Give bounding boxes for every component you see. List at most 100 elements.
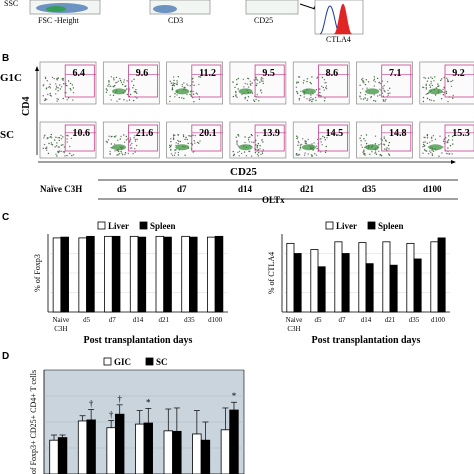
flow-plot-dot xyxy=(451,135,454,138)
flow-plot-dot xyxy=(302,82,305,84)
flow-plot-dot xyxy=(117,139,119,141)
flow-plot-dot xyxy=(126,88,128,90)
panel-b-col-label: d21 xyxy=(300,184,315,194)
flow-plot-dot xyxy=(256,83,258,85)
flow-plot-dot xyxy=(66,134,68,137)
flow-plot-dot xyxy=(46,149,48,151)
flow-plot-dot xyxy=(373,94,375,96)
flow-plot-dot xyxy=(295,86,298,88)
flow-plot-dot xyxy=(423,148,426,151)
flow-plot-dense-region xyxy=(301,144,316,151)
flow-plot-dot xyxy=(134,151,136,153)
flow-plot-frame xyxy=(292,61,350,105)
flow-plot-dot xyxy=(129,138,132,141)
flow-gate xyxy=(317,64,348,98)
flow-plot-dot xyxy=(113,77,115,79)
flow-plot-dot xyxy=(246,83,249,85)
flow-plot-dot xyxy=(430,151,432,154)
flow-plot-dot xyxy=(60,138,63,140)
flow-plot-dot xyxy=(71,84,74,86)
flow-plot-dot xyxy=(251,82,253,84)
flow-plot-dot xyxy=(55,145,58,147)
flow-plot-dot xyxy=(260,90,262,92)
flow-plot-dot xyxy=(432,150,435,152)
flow-plot-dot xyxy=(311,98,313,101)
flow-plot-dot xyxy=(429,150,431,152)
flow-plot-dot xyxy=(364,83,367,86)
flow-plot-dot xyxy=(387,94,389,97)
flow-plot-dot xyxy=(309,81,311,84)
flow-plot-dot xyxy=(374,100,377,102)
flow-plot-dot xyxy=(442,88,444,91)
panel-a-ctla4-label: CTLA4 xyxy=(326,35,351,44)
flow-plot-dot xyxy=(362,80,365,83)
flow-plot-dot xyxy=(105,140,108,143)
flow-plot-dot xyxy=(133,84,135,87)
bar-liver-0 xyxy=(286,242,295,313)
flow-plot-dot xyxy=(46,80,48,82)
flow-plot-dot xyxy=(426,134,429,136)
flow-plot-dot xyxy=(425,150,428,152)
flow-plot-dot xyxy=(66,141,68,143)
flow-plot-dot xyxy=(256,147,258,149)
flow-plot-dense-region xyxy=(428,88,443,95)
flow-plot-dot xyxy=(253,100,256,103)
flow-plot-dot xyxy=(116,154,118,156)
flow-plot-dot xyxy=(422,86,424,89)
panel-a-hist-red xyxy=(333,3,353,35)
flow-plot-dot xyxy=(126,93,128,96)
panel-b-col-label: d100 xyxy=(423,184,442,194)
flow-plot-dot xyxy=(50,133,52,136)
flow-plot-dot xyxy=(249,83,252,85)
flow-plot-dense-region xyxy=(365,144,380,151)
flow-plot-dot xyxy=(60,86,63,88)
flow-plot-dot xyxy=(426,80,429,82)
flow-plot-dot xyxy=(445,92,448,95)
x-tick-label: d14 xyxy=(361,316,372,324)
flow-plot-dot xyxy=(42,147,44,149)
bar-liver-4 xyxy=(155,235,165,313)
flow-plot-dot xyxy=(306,80,308,83)
flow-plot-dot xyxy=(424,141,426,143)
flow-plot-dot xyxy=(57,98,60,101)
flow-plot-dot xyxy=(57,151,60,154)
x-tick-label: Naive xyxy=(286,316,303,324)
flow-plot-dot xyxy=(67,80,70,82)
flow-plot-dot xyxy=(176,80,178,82)
flow-gate xyxy=(64,124,95,152)
flow-plot-dot xyxy=(44,77,47,80)
flow-plot-dot xyxy=(324,139,327,141)
flow-plot-dot xyxy=(324,151,327,154)
flow-plot-dot xyxy=(178,140,180,143)
bar-spleen-5 xyxy=(413,258,422,313)
flow-plot-dot xyxy=(232,81,234,84)
panel-b-letter: B xyxy=(2,53,9,64)
flow-plot-dot xyxy=(106,89,108,91)
flow-plot-dot xyxy=(310,154,313,156)
flow-plot-dot xyxy=(311,143,313,145)
flow-plot-dot xyxy=(374,135,377,137)
flow-plot-dot xyxy=(59,88,61,90)
flow-plot-dot xyxy=(371,151,373,153)
significance-mark: * xyxy=(232,391,237,401)
flow-plot-dot xyxy=(238,150,241,153)
flow-plot-dot xyxy=(258,152,260,154)
flow-plot-dot xyxy=(360,140,362,142)
flow-plot-dot xyxy=(373,79,375,82)
flow-plot-dot xyxy=(57,90,59,92)
y-axis-title: of Foxp3+ CD25+ CD4+ T cells xyxy=(29,370,38,474)
flow-plot-dot xyxy=(298,76,301,78)
flow-plot-dot xyxy=(193,140,195,142)
flow-plot-dot xyxy=(182,135,185,138)
flow-plot-frame xyxy=(419,121,474,159)
flow-plot-dot xyxy=(131,80,133,82)
flow-plot-dot xyxy=(434,76,436,78)
bar-liver-5 xyxy=(406,242,415,313)
flow-plot-dot xyxy=(304,142,307,144)
flow-plot-dot xyxy=(373,99,375,102)
flow-plot-dot xyxy=(198,76,200,78)
flow-plot-dot xyxy=(247,139,250,141)
flow-plot-dot xyxy=(364,140,366,142)
flow-plot-dot xyxy=(431,140,433,142)
flow-plot-dot xyxy=(377,95,379,97)
